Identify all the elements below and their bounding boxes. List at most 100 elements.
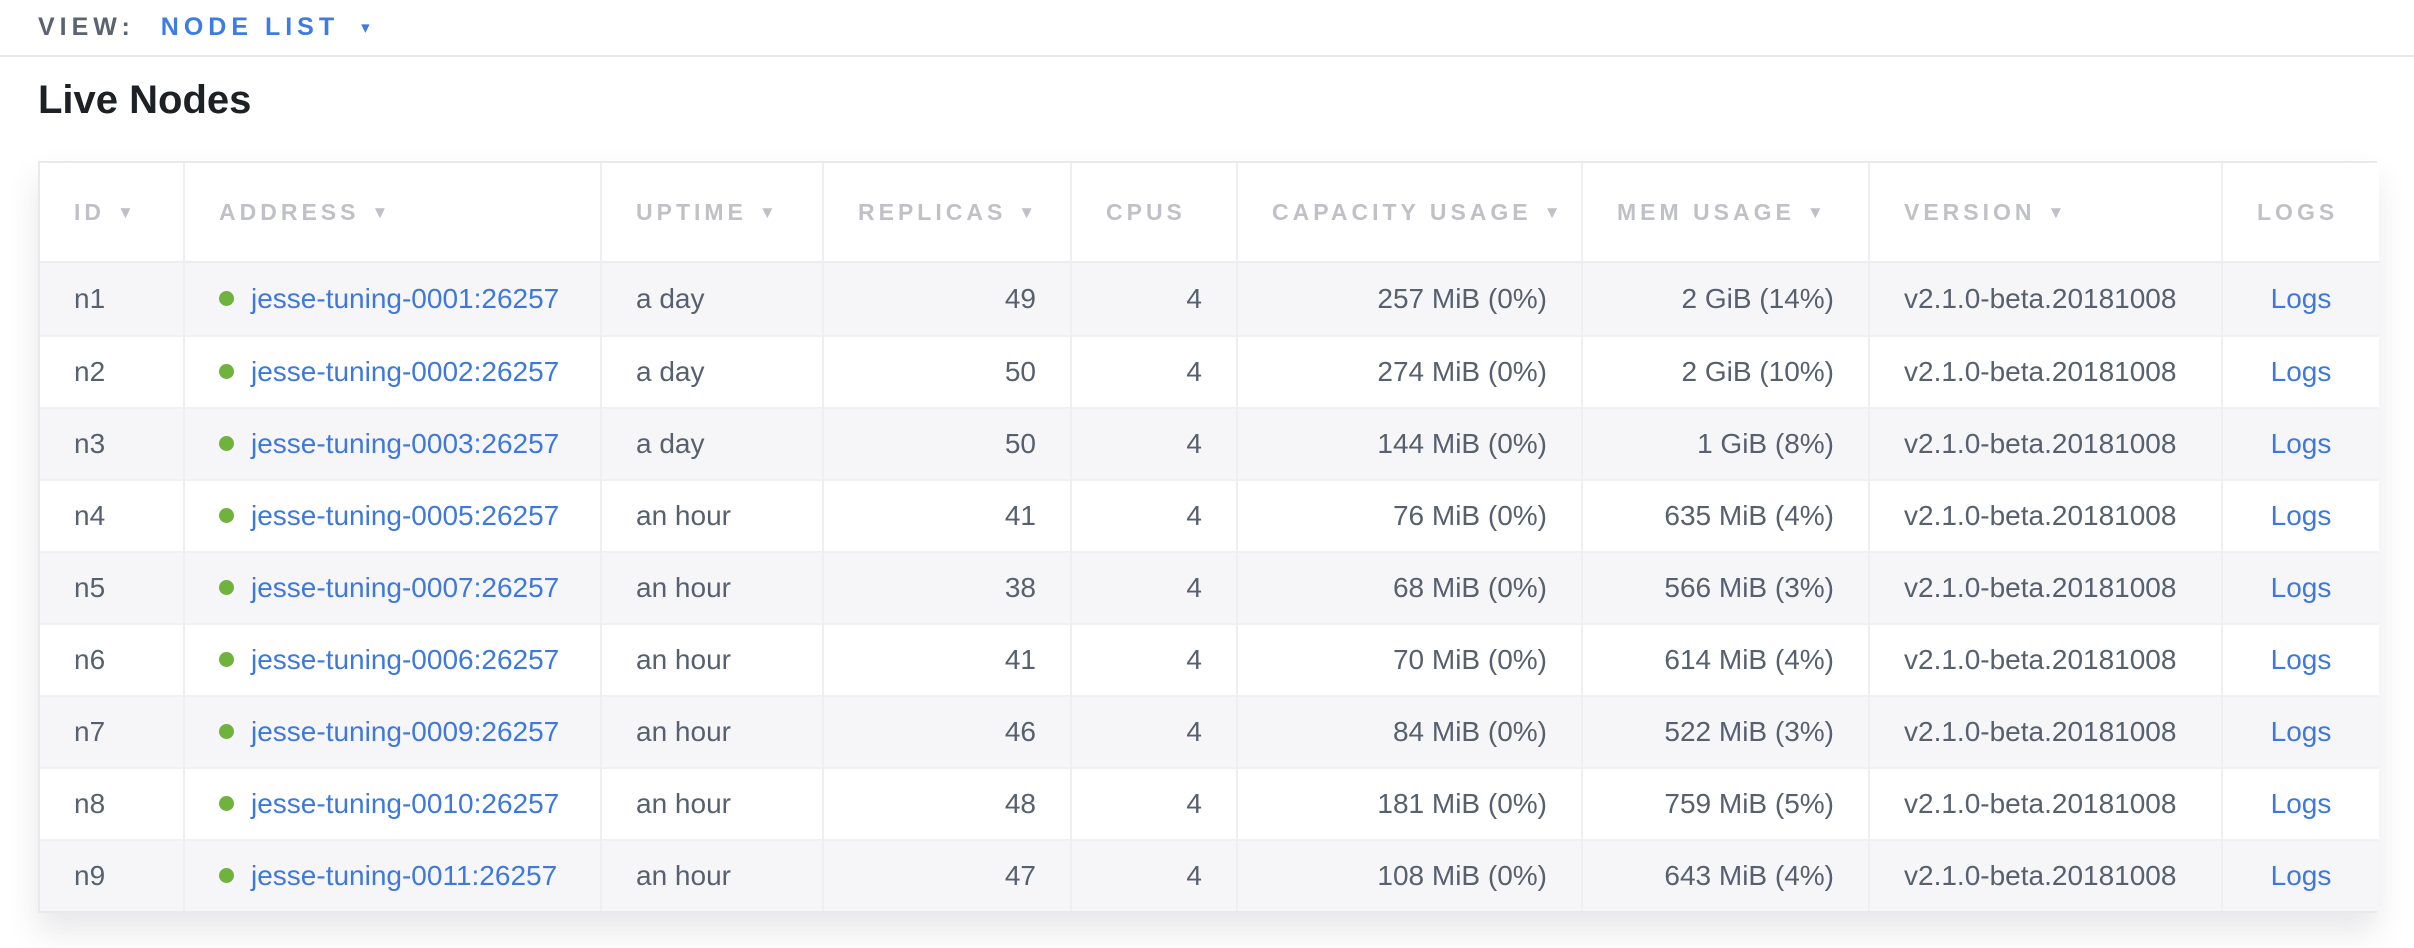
node-uptime-cell: a day — [602, 263, 824, 335]
live-nodes-table: ID ▼ ADDRESS ▼ UPTIME ▼ REPLICAS ▼ CPUS CAPACITY … — [40, 163, 2379, 911]
node-address-link[interactable]: jesse-tuning-0001:26257 — [251, 283, 560, 314]
table-row: n5 jesse-tuning-0007:26257 an hour 38 4 68 Mi… — [40, 551, 2379, 623]
main-content: Live Nodes ID ▼ ADDRESS ▼ UPTIME ▼ REPLICAS ▼ CP… — [0, 75, 2414, 913]
node-id-cell: n2 — [40, 335, 185, 407]
node-address-link[interactable]: jesse-tuning-0005:26257 — [251, 500, 560, 531]
logs-link[interactable]: Logs — [2270, 500, 2332, 531]
sort-desc-icon: ▼ — [371, 202, 389, 222]
node-live-status-dot — [219, 364, 234, 380]
node-address-cell: jesse-tuning-0003:26257 — [185, 407, 602, 479]
column-header-id[interactable]: ID ▼ — [40, 163, 185, 263]
sort-desc-icon: ▼ — [758, 202, 776, 222]
node-version-cell: v2.1.0-beta.20181008 — [1870, 767, 2223, 839]
table-row: n4 jesse-tuning-0005:26257 an hour 41 4 76 Mi… — [40, 479, 2379, 551]
table-header-row: ID ▼ ADDRESS ▼ UPTIME ▼ REPLICAS ▼ CPUS CAPACITY … — [40, 163, 2379, 263]
logs-link[interactable]: Logs — [2270, 428, 2332, 459]
node-live-status-dot — [219, 508, 234, 524]
column-header-version[interactable]: VERSION ▼ — [1870, 163, 2223, 263]
column-label: ADDRESS — [219, 198, 360, 225]
node-cpus-cell: 4 — [1072, 335, 1238, 407]
logs-link[interactable]: Logs — [2270, 356, 2332, 387]
node-address-cell: jesse-tuning-0002:26257 — [185, 335, 602, 407]
node-cpus-cell: 4 — [1072, 479, 1238, 551]
node-mem-cell: 566 MiB (3%) — [1583, 551, 1870, 623]
node-address-link[interactable]: jesse-tuning-0011:26257 — [251, 860, 558, 891]
node-uptime-cell: an hour — [602, 839, 824, 911]
column-label: CAPACITY USAGE — [1272, 198, 1532, 225]
node-capacity-cell: 108 MiB (0%) — [1238, 839, 1583, 911]
node-replicas-cell: 41 — [824, 479, 1072, 551]
table-row: n3 jesse-tuning-0003:26257 a day 50 4 144 MiB… — [40, 407, 2379, 479]
node-address-link[interactable]: jesse-tuning-0002:26257 — [251, 356, 560, 387]
node-live-status-dot — [219, 436, 234, 452]
node-address-cell: jesse-tuning-0007:26257 — [185, 551, 602, 623]
column-label: LOGS — [2257, 198, 2339, 225]
view-selected-value: NODE LIST — [160, 13, 340, 41]
column-header-capacity[interactable]: CAPACITY USAGE ▼ — [1238, 163, 1583, 263]
node-address-link[interactable]: jesse-tuning-0009:26257 — [251, 716, 560, 747]
node-logs-cell: Logs — [2223, 839, 2379, 911]
column-label: UPTIME — [636, 198, 747, 225]
node-version-cell: v2.1.0-beta.20181008 — [1870, 623, 2223, 695]
node-mem-cell: 635 MiB (4%) — [1583, 479, 1870, 551]
table-row: n1 jesse-tuning-0001:26257 a day 49 4 257 MiB… — [40, 263, 2379, 335]
node-version-cell: v2.1.0-beta.20181008 — [1870, 551, 2223, 623]
node-address-cell: jesse-tuning-0005:26257 — [185, 479, 602, 551]
sort-desc-icon: ▼ — [2047, 202, 2065, 222]
node-capacity-cell: 144 MiB (0%) — [1238, 407, 1583, 479]
chevron-down-icon: ▾ — [361, 18, 370, 37]
node-uptime-cell: an hour — [602, 695, 824, 767]
column-label: CPUS — [1106, 198, 1186, 225]
node-mem-cell: 759 MiB (5%) — [1583, 767, 1870, 839]
node-capacity-cell: 257 MiB (0%) — [1238, 263, 1583, 335]
node-capacity-cell: 76 MiB (0%) — [1238, 479, 1583, 551]
node-logs-cell: Logs — [2223, 767, 2379, 839]
node-replicas-cell: 50 — [824, 335, 1072, 407]
node-version-cell: v2.1.0-beta.20181008 — [1870, 263, 2223, 335]
table-row: n8 jesse-tuning-0010:26257 an hour 48 4 181 M… — [40, 767, 2379, 839]
logs-link[interactable]: Logs — [2270, 644, 2332, 675]
node-capacity-cell: 274 MiB (0%) — [1238, 335, 1583, 407]
node-live-status-dot — [219, 291, 234, 307]
column-header-address[interactable]: ADDRESS ▼ — [185, 163, 602, 263]
node-version-cell: v2.1.0-beta.20181008 — [1870, 839, 2223, 911]
node-version-cell: v2.1.0-beta.20181008 — [1870, 479, 2223, 551]
node-logs-cell: Logs — [2223, 263, 2379, 335]
node-mem-cell: 2 GiB (10%) — [1583, 335, 1870, 407]
table-row: n2 jesse-tuning-0002:26257 a day 50 4 274 MiB… — [40, 335, 2379, 407]
node-cpus-cell: 4 — [1072, 551, 1238, 623]
column-header-uptime[interactable]: UPTIME ▼ — [602, 163, 824, 263]
page-title: Live Nodes — [38, 78, 252, 122]
node-id-cell: n3 — [40, 407, 185, 479]
node-id-cell: n1 — [40, 263, 185, 335]
node-capacity-cell: 68 MiB (0%) — [1238, 551, 1583, 623]
live-nodes-table-container: ID ▼ ADDRESS ▼ UPTIME ▼ REPLICAS ▼ CPUS CAPACITY … — [38, 161, 2379, 913]
view-label: VIEW: — [38, 13, 135, 41]
node-address-cell: jesse-tuning-0011:26257 — [185, 839, 602, 911]
node-replicas-cell: 49 — [824, 263, 1072, 335]
logs-link[interactable]: Logs — [2270, 788, 2332, 819]
logs-link[interactable]: Logs — [2270, 860, 2332, 891]
node-mem-cell: 522 MiB (3%) — [1583, 695, 1870, 767]
logs-link[interactable]: Logs — [2270, 716, 2332, 747]
node-address-cell: jesse-tuning-0010:26257 — [185, 767, 602, 839]
column-header-replicas[interactable]: REPLICAS ▼ — [824, 163, 1072, 263]
node-id-cell: n4 — [40, 479, 185, 551]
node-logs-cell: Logs — [2223, 623, 2379, 695]
node-cpus-cell: 4 — [1072, 407, 1238, 479]
node-address-link[interactable]: jesse-tuning-0006:26257 — [251, 644, 560, 675]
node-address-link[interactable]: jesse-tuning-0003:26257 — [251, 428, 560, 459]
node-address-link[interactable]: jesse-tuning-0010:26257 — [251, 788, 560, 819]
sort-desc-icon: ▼ — [1543, 202, 1561, 222]
column-header-mem[interactable]: MEM USAGE ▼ — [1583, 163, 1870, 263]
view-selector-dropdown[interactable]: NODE LIST ▾ — [161, 13, 370, 42]
node-replicas-cell: 50 — [824, 407, 1072, 479]
node-uptime-cell: an hour — [602, 551, 824, 623]
node-capacity-cell: 181 MiB (0%) — [1238, 767, 1583, 839]
node-cpus-cell: 4 — [1072, 767, 1238, 839]
logs-link[interactable]: Logs — [2270, 283, 2332, 314]
column-label: MEM USAGE — [1617, 198, 1795, 225]
node-capacity-cell: 84 MiB (0%) — [1238, 695, 1583, 767]
logs-link[interactable]: Logs — [2270, 572, 2332, 603]
node-address-link[interactable]: jesse-tuning-0007:26257 — [251, 572, 560, 603]
